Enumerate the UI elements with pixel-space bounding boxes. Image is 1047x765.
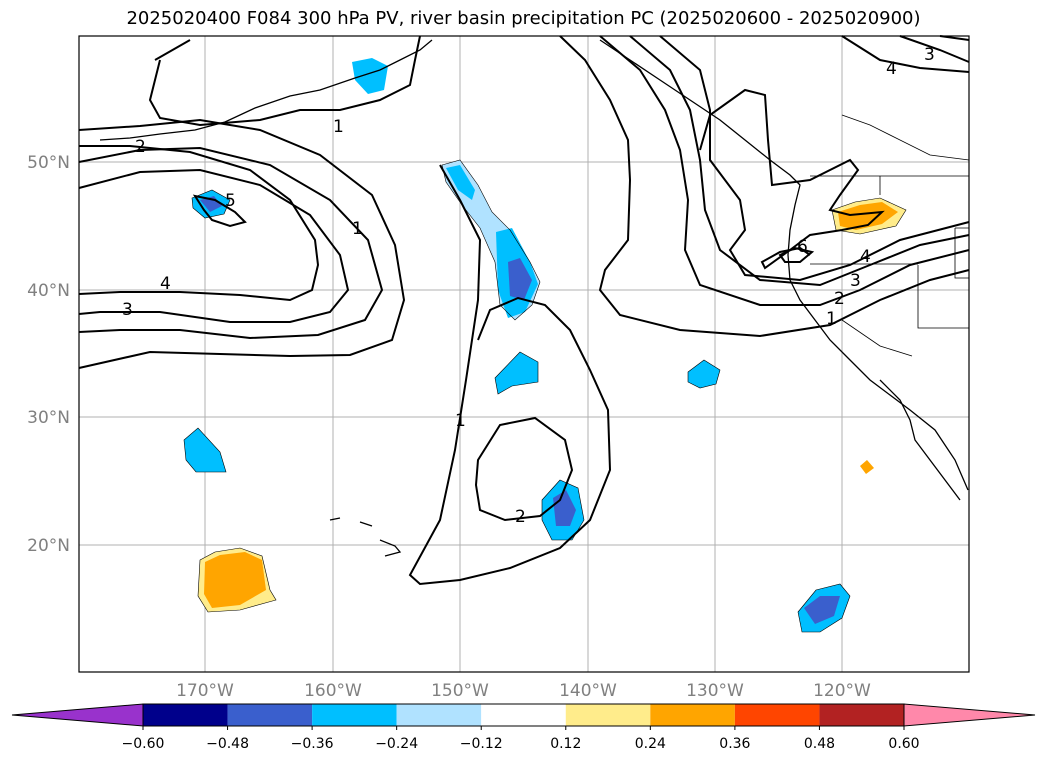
canada-border — [841, 114, 970, 161]
contour-labels: 1 1 1 1 2 2 2 3 3 3 4 4 4 5 6 — [122, 45, 935, 527]
colorbar-box — [227, 704, 313, 726]
pv-contour-1-west — [78, 118, 406, 369]
lon-label: 120°W — [813, 681, 871, 701]
contour-label: 2 — [834, 289, 845, 309]
contour-label: 4 — [160, 274, 171, 294]
contour-label: 4 — [886, 59, 897, 79]
precip-shading — [184, 58, 906, 632]
lat-label: 50°N — [27, 153, 70, 173]
colorbar-box — [734, 704, 820, 726]
contour-label: 1 — [826, 309, 837, 329]
pv-contour-2-ne — [939, 35, 970, 41]
colorbar-box — [396, 704, 482, 726]
colorbar-extend-max — [903, 703, 1036, 727]
precip-area-positive-baja — [860, 460, 874, 474]
contour-label: 2 — [515, 507, 526, 527]
lon-label: 140°W — [559, 681, 617, 701]
pv-contour-2 — [78, 146, 384, 340]
contour-label: 1 — [352, 219, 363, 239]
lat-labels: 50°N 40°N 30°N 20°N — [27, 153, 70, 556]
colorbar-box — [312, 704, 397, 726]
contour-label: 3 — [924, 45, 935, 65]
colorbar-tick-label: 0.36 — [719, 736, 750, 752]
colorbar-box — [565, 704, 651, 726]
map-title: 2025020400 F084 300 hPa PV, river basin … — [126, 8, 921, 29]
baja-coast — [879, 379, 961, 501]
colorbar-outline — [142, 703, 905, 727]
colorbar-tick-label: 0.48 — [804, 736, 835, 752]
lon-labels: 170°W 160°W 150°W 140°W 130°W 120°W — [176, 681, 871, 701]
colorbar-box — [819, 704, 904, 726]
aleutian-coast — [99, 39, 433, 141]
colorbar-tick-label: −0.36 — [291, 736, 334, 752]
pv-contour-3-east — [629, 35, 970, 287]
contour-label: 4 — [860, 247, 871, 267]
pv-contour-4-east — [659, 35, 970, 282]
lat-label: 40°N — [27, 281, 70, 301]
contour-label: 3 — [122, 300, 133, 320]
pv-contour-2-south — [474, 416, 574, 522]
pv-contours — [78, 35, 970, 586]
state-borders — [879, 176, 969, 329]
precip-area-alaska — [352, 58, 388, 94]
colorbar-tick-label: −0.24 — [375, 736, 418, 752]
colorbar-tick-label: 0.24 — [635, 736, 666, 752]
contour-label: 2 — [135, 137, 146, 157]
map-frame — [78, 35, 970, 673]
colorbar-box — [143, 704, 228, 726]
contour-label: 6 — [797, 237, 808, 257]
colorbar-tick-label: −0.12 — [460, 736, 503, 752]
lon-label: 170°W — [176, 681, 234, 701]
colorbar-box — [650, 704, 735, 726]
precip-area-33n-east — [688, 360, 720, 388]
lon-label: 160°W — [304, 681, 362, 701]
pv-contour-4 — [78, 145, 320, 302]
colorbar-box — [481, 704, 566, 726]
colorbar-extend-min — [11, 703, 144, 727]
pv-contour-3-ne — [899, 35, 970, 63]
contour-label: 3 — [850, 271, 861, 291]
lon-label: 150°W — [431, 681, 489, 701]
pv-contour-1-north — [148, 35, 421, 127]
contour-label: 5 — [225, 191, 236, 211]
contour-label: 1 — [455, 411, 466, 431]
pv-contour-2-east — [599, 35, 970, 306]
contour-label: 1 — [333, 117, 344, 137]
colorbar: −0.60 −0.48 −0.36 −0.24 −0.12 0.12 0.24 0.36 0.4… — [11, 703, 1036, 752]
lon-label: 130°W — [686, 681, 744, 701]
pv-contour-5-east — [699, 88, 885, 270]
colorbar-tick-label: −0.60 — [122, 736, 165, 752]
pv-contour-6 — [778, 246, 815, 263]
lat-label: 20°N — [27, 536, 70, 556]
colorbar-tick-label: 0.60 — [888, 736, 919, 752]
state-border-ca-nv — [841, 319, 913, 357]
hawaii-coast — [329, 517, 402, 557]
precip-band-upper — [446, 165, 475, 200]
pv-contour-5 — [192, 194, 247, 228]
pv-contour-3 — [78, 168, 350, 323]
precip-area-28n — [184, 428, 226, 472]
lat-label: 30°N — [27, 408, 70, 428]
pv-contour-1-east — [559, 35, 970, 338]
colorbar-tick-label: −0.48 — [206, 736, 249, 752]
pv-contour-1-south — [408, 164, 612, 586]
colorbar-tick-label: 0.12 — [550, 736, 581, 752]
pv-contour-4-ne — [841, 35, 970, 73]
